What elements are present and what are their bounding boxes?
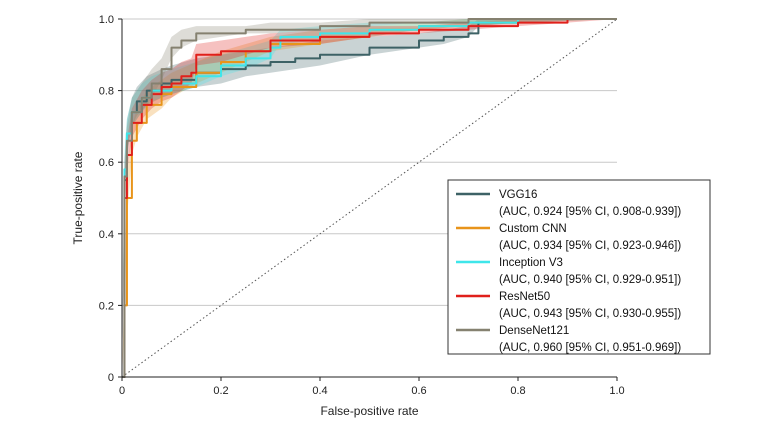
legend-name-resnet50: ResNet50 <box>499 291 550 303</box>
chance-reference-line <box>121 18 618 378</box>
legend-ci-vgg16: (AUC, 0.924 [95% CI, 0.908-0.939]) <box>499 206 681 218</box>
roc-line-densenet121 <box>122 18 617 378</box>
legend-ci-custom-cnn: (AUC, 0.934 [95% CI, 0.923-0.946]) <box>499 240 681 252</box>
legend-box <box>447 179 711 355</box>
roc-curves <box>122 18 617 378</box>
legend-name-custom-cnn: Custom CNN <box>499 223 567 235</box>
axes <box>121 19 617 378</box>
y-tick-label-4: 0.8 <box>99 86 114 98</box>
legend-name-densenet121: DenseNet121 <box>499 325 569 337</box>
x-tick-label-0: 0 <box>119 385 125 397</box>
x-tick-label-5: 1.0 <box>609 385 624 397</box>
y-tick-label-0: 0 <box>108 372 114 384</box>
x-tick-labels: 0 0.2 0.4 0.6 0.8 1.0 <box>119 377 625 397</box>
y-tick-label-2: 0.4 <box>99 229 114 241</box>
legend-name-vgg16: VGG16 <box>499 189 537 201</box>
y-axis-label: True-positive rate <box>71 151 85 244</box>
legend-ci-densenet121: (AUC, 0.960 [95% CI, 0.951-0.969]) <box>499 342 681 354</box>
legend-name-inception-v3: Inception V3 <box>499 257 563 269</box>
y-tick-labels: 0 0.2 0.4 0.6 0.8 1.0 <box>99 14 122 384</box>
legend: VGG16 (AUC, 0.924 [95% CI, 0.908-0.939]) C… <box>447 179 711 355</box>
roc-line-resnet50 <box>122 18 617 378</box>
x-axis-label: False-positive rate <box>320 404 418 418</box>
x-tick-label-2: 0.4 <box>312 385 327 397</box>
y-tick-label-5: 1.0 <box>99 14 114 26</box>
x-tick-label-1: 0.2 <box>213 385 228 397</box>
y-tick-label-3: 0.6 <box>99 157 114 169</box>
x-tick-label-4: 0.8 <box>510 385 525 397</box>
legend-ci-resnet50: (AUC, 0.943 [95% CI, 0.930-0.955]) <box>499 308 681 320</box>
x-tick-label-3: 0.6 <box>411 385 426 397</box>
y-tick-label-1: 0.2 <box>99 300 114 312</box>
legend-ci-inception-v3: (AUC, 0.940 [95% CI, 0.929-0.951]) <box>499 274 681 286</box>
